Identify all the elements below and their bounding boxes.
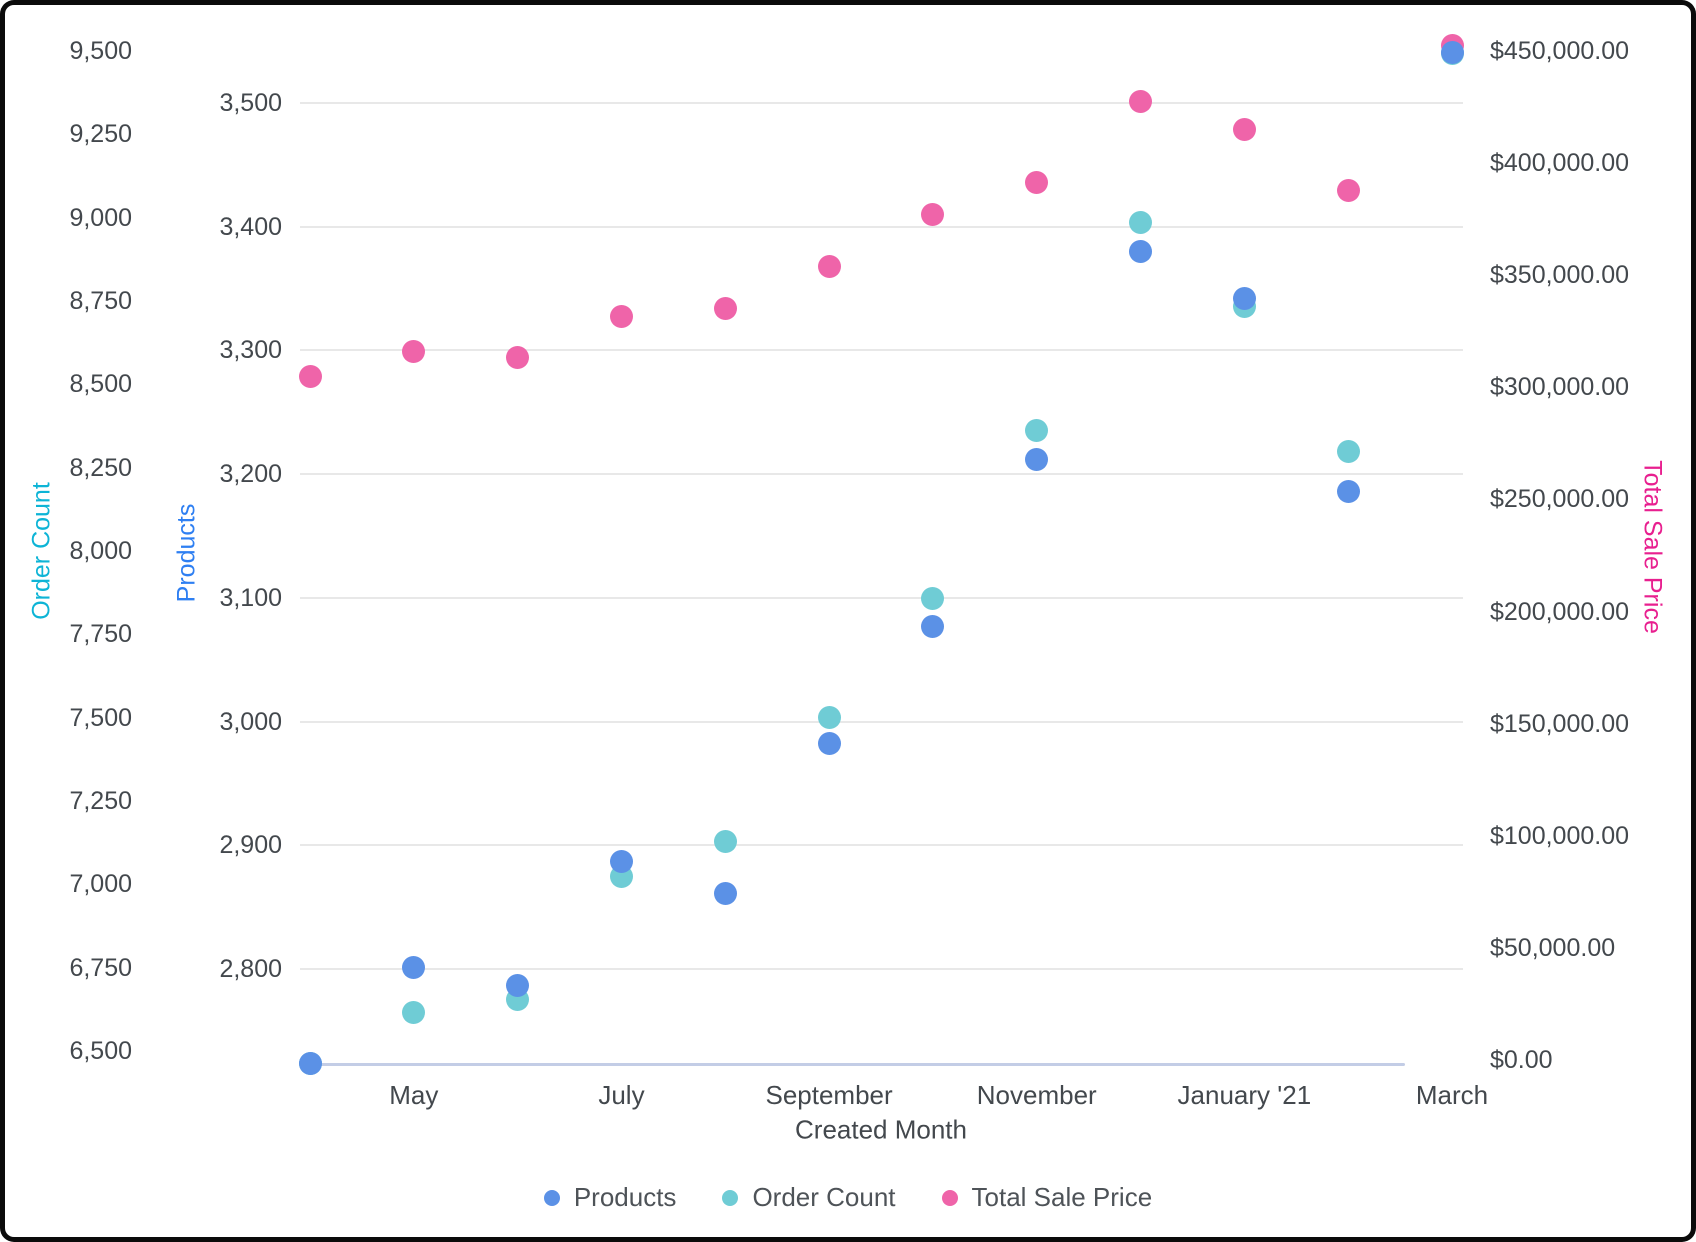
- gridline: [300, 720, 1463, 723]
- data-point-total_sale_price[interactable]: [921, 203, 945, 227]
- gridline: [300, 968, 1463, 970]
- y-tick-order_count: 8,250: [69, 453, 132, 482]
- y-tick-order_count: 7,000: [69, 870, 132, 899]
- y-tick-total_sale_price: $0.00: [1490, 1046, 1553, 1074]
- y-tick-order_count: 7,750: [69, 620, 132, 649]
- legend-item-products[interactable]: Products: [543, 1182, 677, 1213]
- x-axis-line: [300, 1063, 1405, 1066]
- data-point-order_count[interactable]: [1129, 210, 1153, 234]
- y-tick-total_sale_price: $400,000.00: [1490, 149, 1630, 178]
- y-tick-total_sale_price: $100,000.00: [1490, 821, 1630, 850]
- data-point-order_count[interactable]: [921, 586, 945, 610]
- data-point-products[interactable]: [1232, 286, 1256, 310]
- y-tick-products: 3,400: [219, 212, 282, 241]
- y-tick-order_count: 6,500: [69, 1037, 132, 1065]
- legend-dot-icon: [722, 1189, 739, 1206]
- data-point-total_sale_price[interactable]: [1129, 89, 1153, 113]
- y-tick-total_sale_price: $200,000.00: [1490, 597, 1630, 626]
- x-tick-month: January '21: [1177, 1080, 1312, 1110]
- x-tick-month: November: [976, 1080, 1097, 1110]
- data-point-order_count[interactable]: [1336, 439, 1360, 463]
- y-tick-products: 2,900: [219, 831, 282, 860]
- data-point-products[interactable]: [1336, 479, 1360, 503]
- data-point-total_sale_price[interactable]: [1336, 178, 1360, 202]
- legend-label: Order Count: [752, 1182, 896, 1212]
- y-tick-total_sale_price: $50,000.00: [1490, 933, 1616, 962]
- gridline: [300, 349, 1463, 352]
- y-tick-order_count: 8,500: [69, 370, 132, 399]
- data-point-total_sale_price[interactable]: [298, 364, 322, 388]
- x-axis-title: Created Month: [795, 1114, 967, 1145]
- data-point-products[interactable]: [713, 882, 737, 906]
- y-tick-order_count: 9,250: [69, 120, 132, 149]
- legend-item-order_count[interactable]: Order Count: [722, 1182, 896, 1213]
- gridline: [300, 102, 1463, 104]
- data-point-total_sale_price[interactable]: [1025, 170, 1049, 194]
- data-point-total_sale_price[interactable]: [402, 339, 426, 363]
- data-point-total_sale_price[interactable]: [713, 297, 737, 321]
- data-point-total_sale_price[interactable]: [506, 345, 530, 369]
- y-tick-total_sale_price: $450,000.00: [1490, 37, 1630, 65]
- y-tick-order_count: 9,500: [69, 37, 132, 65]
- gridline: [300, 844, 1463, 847]
- data-point-products[interactable]: [1440, 40, 1464, 64]
- x-tick-month: March: [1415, 1080, 1489, 1110]
- legend-dot-icon: [543, 1189, 560, 1206]
- y-tick-order_count: 7,250: [69, 787, 132, 815]
- legend-label: Products: [573, 1182, 677, 1212]
- y-tick-products: 3,500: [219, 89, 282, 117]
- x-tick-month: May: [389, 1080, 439, 1110]
- data-point-products[interactable]: [921, 614, 945, 638]
- data-point-products[interactable]: [1129, 239, 1153, 263]
- y-tick-total_sale_price: $350,000.00: [1490, 261, 1630, 290]
- y-tick-products: 2,800: [219, 955, 282, 983]
- y-tick-products: 3,300: [219, 336, 282, 365]
- y-tick-total_sale_price: $150,000.00: [1490, 709, 1630, 738]
- data-point-order_count[interactable]: [817, 705, 841, 729]
- y-tick-order_count: 9,000: [69, 203, 132, 232]
- y-tick-total_sale_price: $250,000.00: [1490, 485, 1630, 514]
- y-tick-order_count: 8,750: [69, 287, 132, 315]
- legend: Products Order Count Total Sale Price: [0, 1182, 1696, 1213]
- y-tick-products: 3,100: [219, 583, 282, 612]
- y-tick-order_count: 6,750: [69, 953, 132, 982]
- y-tick-total_sale_price: $300,000.00: [1490, 373, 1630, 402]
- data-point-products[interactable]: [298, 1051, 322, 1075]
- data-point-products[interactable]: [402, 956, 426, 980]
- y-tick-products: 3,000: [219, 707, 282, 736]
- gridline: [300, 596, 1463, 599]
- data-point-order_count[interactable]: [402, 1000, 426, 1024]
- x-tick-month: July: [598, 1080, 645, 1110]
- y-tick-order_count: 8,000: [69, 537, 132, 565]
- data-point-total_sale_price[interactable]: [609, 305, 633, 329]
- data-point-total_sale_price[interactable]: [1232, 117, 1256, 141]
- legend-dot-icon: [941, 1189, 958, 1206]
- x-tick-month: September: [765, 1080, 893, 1110]
- data-point-products[interactable]: [1025, 447, 1049, 471]
- gridline: [300, 473, 1463, 476]
- data-point-total_sale_price[interactable]: [817, 254, 841, 278]
- data-point-products[interactable]: [506, 973, 530, 997]
- data-point-products[interactable]: [609, 849, 633, 873]
- data-point-order_count[interactable]: [1025, 418, 1049, 442]
- gridline: [300, 225, 1463, 228]
- data-point-products[interactable]: [817, 732, 841, 756]
- y-tick-order_count: 7,500: [69, 703, 132, 732]
- data-point-order_count[interactable]: [713, 829, 737, 853]
- legend-item-total_sale_price[interactable]: Total Sale Price: [941, 1182, 1153, 1213]
- y-tick-products: 3,200: [219, 460, 282, 489]
- legend-label: Total Sale Price: [971, 1182, 1153, 1212]
